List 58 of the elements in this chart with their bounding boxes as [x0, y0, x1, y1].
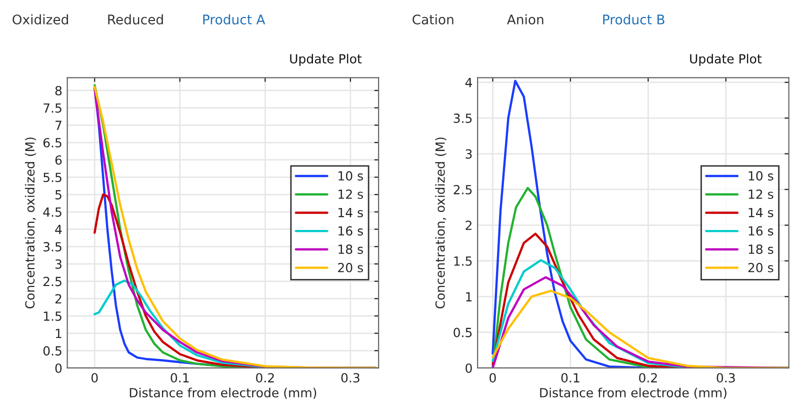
y-tick-label: 7.5: [44, 103, 62, 113]
legend-label: 14 s: [338, 208, 363, 218]
y-tick-label: 4.5: [43, 208, 62, 217]
y-tick-label: 2.5: [43, 276, 62, 286]
text: Product B: [603, 14, 664, 24]
y-tick-label: 5.5: [44, 172, 62, 182]
y-tick-label: 8: [55, 86, 62, 96]
text: Update Plot: [690, 54, 762, 66]
y-tick-label: 2: [466, 220, 472, 230]
y-tick-label: 1.5: [454, 256, 472, 266]
y-axis-title: Concentration, oxidized (M): [435, 138, 446, 308]
y-tick-label: 1: [56, 328, 62, 338]
y-tick-label: 3.5: [454, 114, 472, 123]
legend-label: 20 s: [338, 262, 363, 272]
legend-label: 10 s: [748, 171, 774, 181]
x-tick-label: 0.3: [716, 373, 735, 383]
x-tick-label: 0.1: [561, 373, 580, 383]
x-tick-label: 0: [490, 373, 496, 383]
y-tick-label: 5: [55, 190, 62, 200]
x-tick-label: 0.3: [341, 373, 360, 383]
x-axis-title: Distance from electrode (mm): [130, 388, 316, 399]
legend-label: 12 s: [748, 189, 774, 199]
y-tick-label: 2.5: [454, 184, 472, 194]
legend-label: 12 s: [338, 189, 363, 199]
y-tick-label: 6.5: [43, 138, 62, 148]
text: Anion: [506, 14, 544, 24]
legend-label: 16 s: [748, 226, 774, 236]
y-tick-label: 7: [56, 120, 62, 130]
y-tick-label: 0: [466, 363, 472, 373]
y-tick-label: 0: [55, 363, 62, 373]
text: Update Plot: [290, 54, 362, 66]
y-tick-label: 3.5: [44, 242, 62, 252]
x-tick-label: 0.1: [170, 373, 189, 383]
legend-label: 18 s: [748, 244, 774, 254]
y-tick-label: 0.5: [454, 328, 472, 338]
y-axis-title: Concentration, oxidized (M): [24, 138, 36, 308]
legend-label: 14 s: [748, 208, 774, 218]
y-tick-label: 6: [55, 155, 62, 165]
y-tick-label: 0.5: [43, 346, 62, 356]
y-tick-label: 3: [55, 259, 62, 269]
text: Product A: [203, 14, 266, 24]
legend-label: 16 s: [338, 226, 363, 236]
y-tick-label: 2: [55, 294, 62, 304]
x-tick-label: 0.2: [639, 373, 657, 383]
legend-label: 20 s: [748, 262, 774, 272]
text: Cation: [412, 14, 454, 24]
y-tick-label: 1: [466, 292, 472, 302]
x-axis-title: Distance from electrode (mm): [540, 388, 726, 399]
text: Oxidized: [12, 14, 68, 24]
x-tick-label: 0: [91, 373, 98, 383]
text: Reduced: [108, 14, 163, 24]
legend-label: 10 s: [338, 171, 363, 181]
y-tick-label: 3: [466, 149, 472, 159]
y-tick-label: 1.5: [44, 312, 62, 321]
y-tick-label: 4: [465, 78, 472, 88]
y-tick-label: 4: [55, 224, 62, 234]
legend-label: 18 s: [338, 244, 363, 254]
x-tick-label: 0.2: [256, 373, 274, 383]
